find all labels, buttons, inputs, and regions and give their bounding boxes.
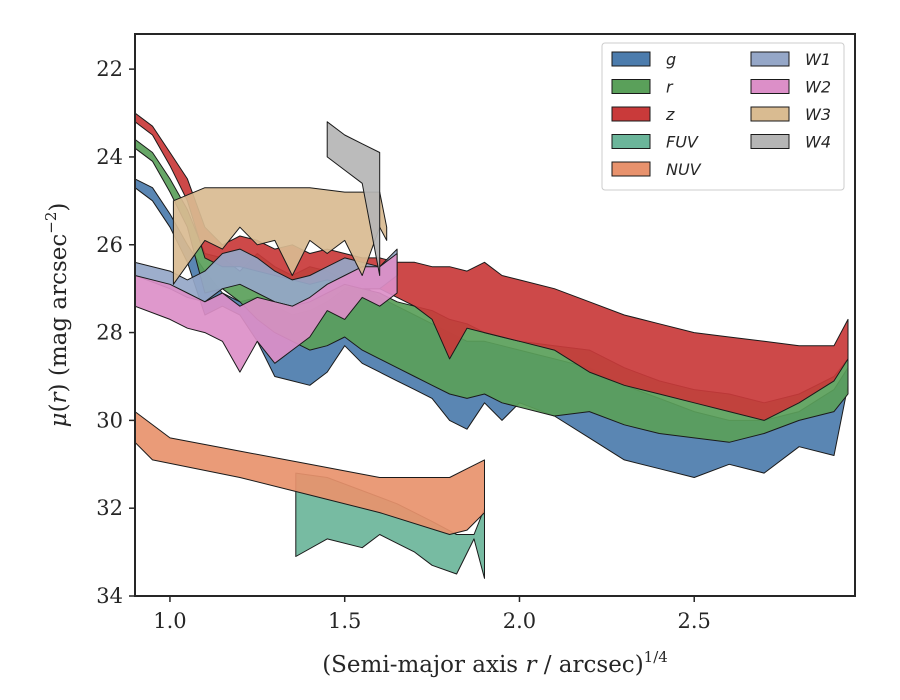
legend-label-nuv: NUV — [666, 160, 702, 179]
legend-label-r: r — [666, 78, 674, 97]
y-tick-label: 32 — [96, 496, 123, 520]
series-bands — [135, 112, 849, 579]
legend-label-w1: W1 — [805, 50, 831, 69]
y-axis-ticks: 22 24 26 28 30 32 34 — [96, 57, 135, 608]
legend-label-w4: W4 — [805, 133, 831, 152]
x-axis-ticks: 1.0 1.5 2.0 2.5 — [153, 596, 711, 633]
legend-swatch-fuv — [611, 134, 651, 149]
legend-swatch-w1 — [750, 51, 790, 67]
legend-swatch-g — [611, 51, 651, 67]
legend-swatch-w4 — [750, 134, 790, 149]
x-tick-label: 2.0 — [503, 609, 536, 633]
y-tick-label: 26 — [96, 233, 123, 257]
y-axis-label: μ(r) (mag arcsec−2) — [42, 203, 72, 428]
x-tick-label: 2.5 — [678, 609, 711, 633]
x-axis-label: (Semi-major axis r / arcsec)1/4 — [322, 648, 668, 678]
legend-swatch-nuv — [611, 161, 651, 177]
y-tick-label: 24 — [96, 145, 123, 169]
band-w2 — [135, 253, 398, 373]
legend-label-g: g — [666, 50, 676, 69]
x-tick-label: 1.5 — [328, 609, 361, 633]
legend: grz FUV NUV W1 W2 W3 W4 — [601, 42, 845, 191]
band-w3 — [172, 187, 388, 285]
y-tick-label: 28 — [96, 321, 123, 345]
legend-swatch-r — [611, 79, 651, 94]
band-w4 — [326, 121, 381, 276]
legend-swatch-z — [611, 106, 651, 122]
legend-swatch-w2 — [750, 79, 790, 94]
y-tick-label: 34 — [96, 584, 123, 608]
y-tick-label: 22 — [96, 57, 123, 81]
legend-label-fuv: FUV — [666, 133, 699, 152]
y-tick-label: 30 — [96, 408, 123, 432]
x-tick-label: 1.0 — [153, 609, 186, 633]
legend-label-w2: W2 — [805, 78, 831, 97]
plot-frame — [134, 33, 856, 597]
legend-label-w3: W3 — [805, 105, 831, 124]
band-nuv — [135, 411, 485, 535]
legend-swatch-w3 — [750, 106, 790, 122]
legend-label-z: z — [665, 105, 675, 124]
